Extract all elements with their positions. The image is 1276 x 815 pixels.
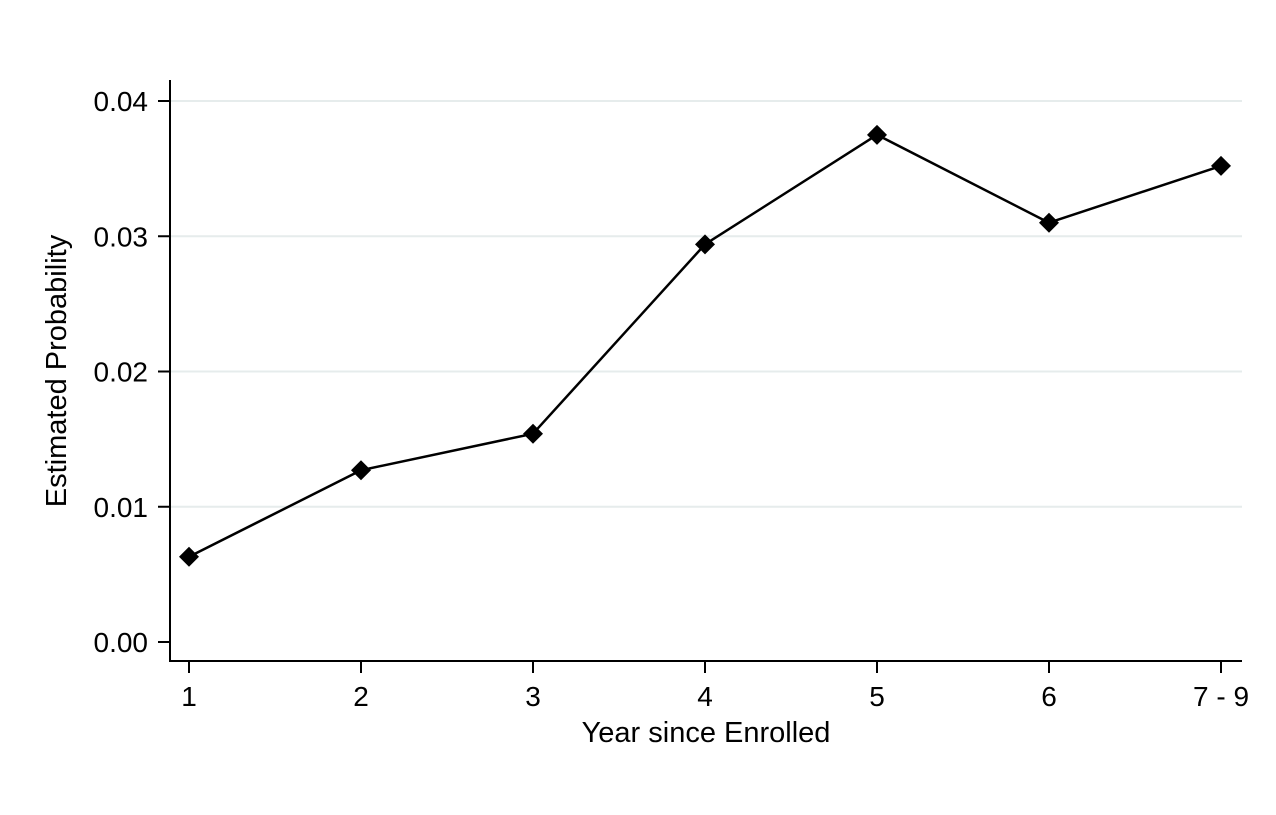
x-tick-label: 1 bbox=[181, 681, 197, 712]
x-axis-title: Year since Enrolled bbox=[582, 717, 831, 749]
data-point-marker bbox=[695, 234, 715, 255]
x-tick-label: 4 bbox=[697, 681, 713, 712]
y-tick-label: 0.02 bbox=[94, 357, 149, 388]
data-point-marker bbox=[1211, 155, 1231, 176]
series bbox=[179, 124, 1231, 567]
series-line bbox=[188, 133, 1222, 558]
x-tick-label: 5 bbox=[869, 681, 885, 712]
y-tick-label: 0.04 bbox=[94, 86, 149, 117]
x-tick-label: 7 - 9 bbox=[1193, 681, 1249, 712]
x-tick-label: 6 bbox=[1041, 681, 1057, 712]
x-tick-label: 3 bbox=[525, 681, 541, 712]
x-tick-label: 2 bbox=[353, 681, 369, 712]
data-point-marker bbox=[1039, 212, 1059, 233]
data-point-marker bbox=[523, 423, 543, 444]
data-point-marker bbox=[179, 546, 199, 567]
y-tick-label: 0.00 bbox=[94, 627, 149, 658]
y-ticks: 0.00 0.01 0.02 0.03 0.04 bbox=[94, 86, 170, 658]
data-point-marker bbox=[867, 124, 887, 145]
y-tick-label: 0.01 bbox=[94, 492, 149, 523]
y-tick-label: 0.03 bbox=[94, 221, 149, 252]
y-axis-title: Estimated Probability bbox=[41, 234, 73, 507]
x-ticks: 1 2 3 4 5 6 7 - 9 bbox=[181, 661, 1249, 712]
data-point-marker bbox=[351, 460, 371, 481]
gridlines bbox=[170, 100, 1242, 508]
